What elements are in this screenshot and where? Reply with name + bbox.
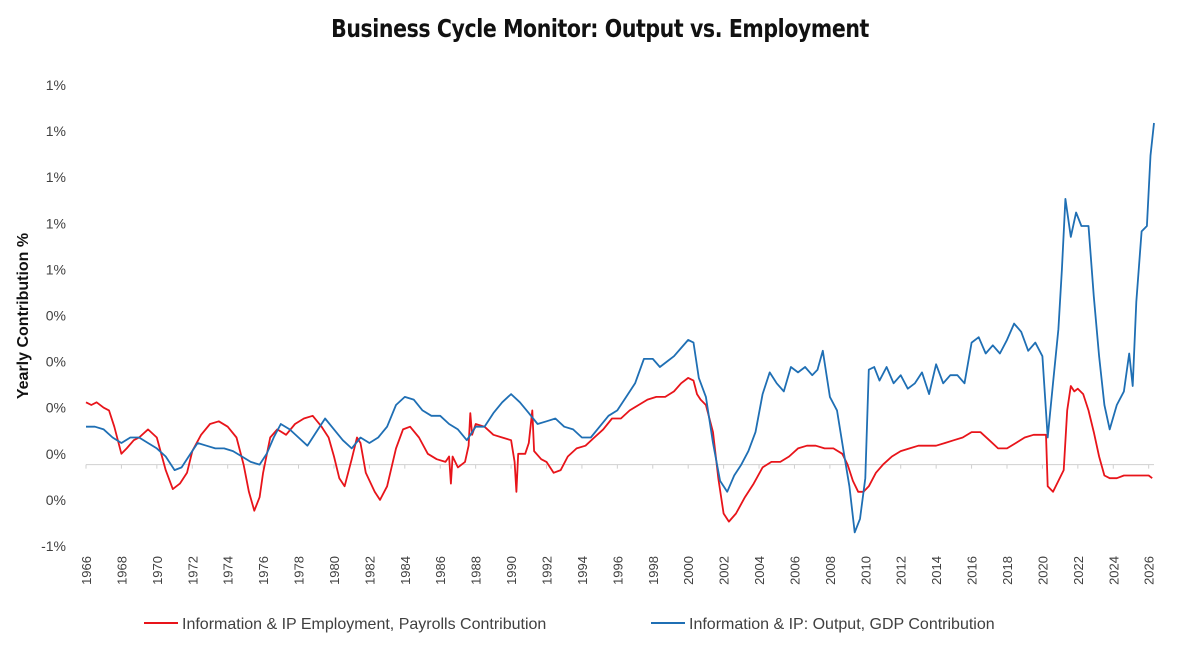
- y-tick-labels: 1% 1% 1% 1% 1% 0% 0% 0% 0% 0% -1%: [41, 77, 66, 554]
- x-tick-label: 2000: [681, 556, 696, 585]
- x-tick-label: 1972: [185, 556, 200, 585]
- x-tick-label: 2002: [717, 556, 732, 585]
- x-tick-label: 1974: [221, 556, 236, 585]
- y-tick-label: 0%: [46, 400, 66, 416]
- x-tick-label: 2024: [1106, 556, 1121, 585]
- x-tick-label: 1996: [610, 556, 625, 585]
- x-tick-label: 1988: [469, 556, 484, 585]
- x-tick-label: 2010: [858, 556, 873, 585]
- legend-label-output: Information & IP: Output, GDP Contributi…: [689, 616, 995, 633]
- x-tick-label: 1984: [398, 556, 413, 585]
- x-tick-label: 1978: [292, 556, 307, 585]
- x-tick-label: 2008: [823, 556, 838, 585]
- x-tick-marks: [85, 464, 1150, 469]
- x-tick-label: 2022: [1071, 556, 1086, 585]
- x-tick-label: 1998: [646, 556, 661, 585]
- x-tick-label: 1970: [150, 556, 165, 585]
- output-series-line: [86, 122, 1155, 534]
- x-tick-label: 1976: [256, 556, 271, 585]
- x-tick-label: 2026: [1142, 556, 1157, 585]
- y-axis-label: Yearly Contribution %: [15, 233, 32, 399]
- x-tick-label: 1982: [362, 556, 377, 585]
- y-tick-label: 0%: [46, 308, 66, 324]
- legend: Information & IP Employment, Payrolls Co…: [144, 616, 995, 633]
- employment-series-line: [85, 376, 1153, 523]
- x-tick-labels: 1966 1968 1970 1972 1974 1976 1978 1980 1982 1984…: [79, 556, 1157, 585]
- y-tick-label: 1%: [46, 261, 66, 277]
- series-lines: [85, 122, 1155, 534]
- x-tick-label: 2014: [929, 556, 944, 585]
- y-tick-label: 0%: [46, 446, 66, 462]
- chart-title: Business Cycle Monitor: Output vs. Emplo…: [331, 14, 869, 43]
- x-tick-label: 1966: [79, 556, 94, 585]
- y-tick-label: 1%: [46, 215, 66, 231]
- x-tick-label: 2004: [752, 556, 767, 585]
- x-tick-label: 1990: [504, 556, 519, 585]
- x-tick-label: 1968: [114, 556, 129, 585]
- y-tick-label: 1%: [46, 169, 66, 185]
- x-tick-label: 2006: [787, 556, 802, 585]
- y-tick-label: 0%: [46, 492, 66, 508]
- x-tick-label: 1986: [433, 556, 448, 585]
- y-tick-label: 0%: [46, 354, 66, 370]
- x-tick-label: 2020: [1035, 556, 1050, 585]
- y-tick-label: 1%: [46, 123, 66, 139]
- legend-label-employment: Information & IP Employment, Payrolls Co…: [182, 616, 546, 633]
- x-tick-label: 2018: [1000, 556, 1015, 585]
- x-tick-label: 1994: [575, 556, 590, 585]
- x-tick-label: 2016: [965, 556, 980, 585]
- x-tick-label: 1980: [327, 556, 342, 585]
- x-tick-label: 1992: [539, 556, 554, 585]
- y-tick-label: -1%: [41, 538, 66, 554]
- x-tick-label: 2012: [894, 556, 909, 585]
- y-tick-label: 1%: [46, 77, 66, 93]
